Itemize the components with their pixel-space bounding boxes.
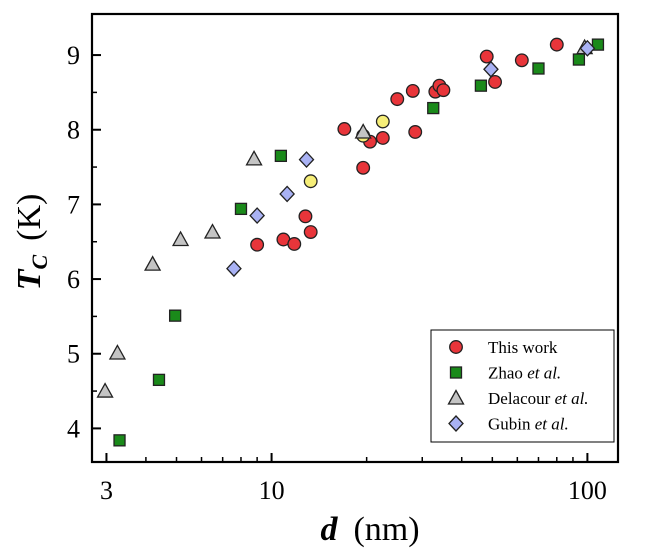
data-point: [143, 255, 162, 271]
y-tick-label: 7: [67, 190, 80, 219]
data-point: [226, 260, 242, 278]
data-point: [298, 151, 315, 169]
y-tick-label: 9: [67, 41, 80, 70]
series-diamond-4: [226, 39, 596, 278]
y-axis-title: TC (K): [11, 194, 52, 291]
data-point: [249, 207, 266, 225]
series-triangle-3: [96, 38, 594, 398]
data-point: [287, 237, 302, 251]
data-point: [152, 373, 166, 387]
data-point: [354, 123, 372, 139]
data-point: [250, 237, 265, 252]
data-point: [245, 150, 263, 166]
y-tick-label: 4: [67, 414, 80, 443]
legend-marker: [447, 389, 465, 405]
plot-frame: [90, 12, 620, 464]
data-point: [474, 79, 488, 92]
data-point: [303, 225, 318, 239]
y-axis-symbol: T: [11, 268, 48, 290]
axis-titles: d (nm) TC (K): [11, 194, 420, 548]
legend-label-part: This work: [488, 338, 558, 357]
data-point: [168, 309, 182, 322]
x-tick-label: 10: [259, 476, 285, 505]
data-point: [427, 101, 440, 115]
legend-label-part: et al.: [527, 364, 561, 383]
data-point: [436, 83, 451, 98]
axes: 4 5 6 7 8 9 3 10 100: [67, 12, 620, 505]
legend-entry: Delacour et al.: [447, 389, 589, 408]
data-point: [375, 130, 390, 145]
legend-entry: Zhao et al.: [449, 364, 561, 383]
data-point: [234, 202, 248, 216]
data-point: [274, 149, 288, 163]
data-point: [572, 53, 586, 66]
data-point: [591, 38, 605, 51]
series-square-2: [113, 38, 605, 447]
x-tick-label: 100: [568, 476, 607, 505]
legend-label: Zhao et al.: [488, 364, 561, 383]
data-point: [298, 209, 313, 224]
data-point: [337, 122, 352, 136]
data-point: [483, 60, 499, 78]
data-point: [375, 114, 390, 129]
x-axis-symbol: d: [320, 511, 338, 548]
legend-entry: This work: [449, 338, 558, 357]
data-point: [390, 92, 405, 107]
legend-label-part: Gubin: [488, 415, 535, 434]
series-circle-0: [250, 37, 564, 252]
data-point: [279, 185, 296, 203]
y-tick-label: 6: [67, 265, 80, 294]
legend-label: Delacour et al.: [488, 389, 589, 408]
data-point: [203, 223, 222, 239]
legend-entry: Gubin et al.: [448, 415, 569, 434]
data-point: [532, 62, 545, 75]
y-tick-label: 5: [67, 340, 80, 369]
legend-marker: [448, 415, 464, 432]
data-point: [356, 160, 371, 175]
y-axis-subscript: C: [27, 255, 52, 270]
data-point: [408, 125, 423, 139]
legend-marker: [449, 340, 463, 354]
legend-marker: [449, 366, 463, 379]
data-point: [113, 434, 126, 447]
data-point: [488, 74, 502, 89]
data-point: [579, 39, 596, 57]
data-point: [549, 37, 564, 52]
legend-label-part: Delacour: [488, 389, 555, 408]
data-point: [108, 344, 127, 360]
data-point: [514, 53, 529, 68]
legend-label: This work: [488, 338, 558, 357]
data-point: [479, 49, 494, 64]
legend-label-part: et al.: [535, 415, 569, 434]
data-point: [171, 230, 190, 247]
data-point: [96, 382, 114, 398]
x-axis-title: d (nm): [320, 511, 419, 548]
y-axis-unit: (K): [11, 194, 48, 241]
legend-label: Gubin et al.: [488, 415, 569, 434]
x-tick-label: 3: [100, 476, 113, 505]
legend-label-part: Zhao: [488, 364, 527, 383]
data-point: [303, 174, 318, 189]
legend-label-part: et al.: [555, 389, 589, 408]
y-tick-label: 8: [67, 116, 80, 145]
x-axis-unit: (nm): [353, 511, 419, 548]
data-point: [405, 83, 420, 98]
plot-area: [96, 37, 605, 447]
